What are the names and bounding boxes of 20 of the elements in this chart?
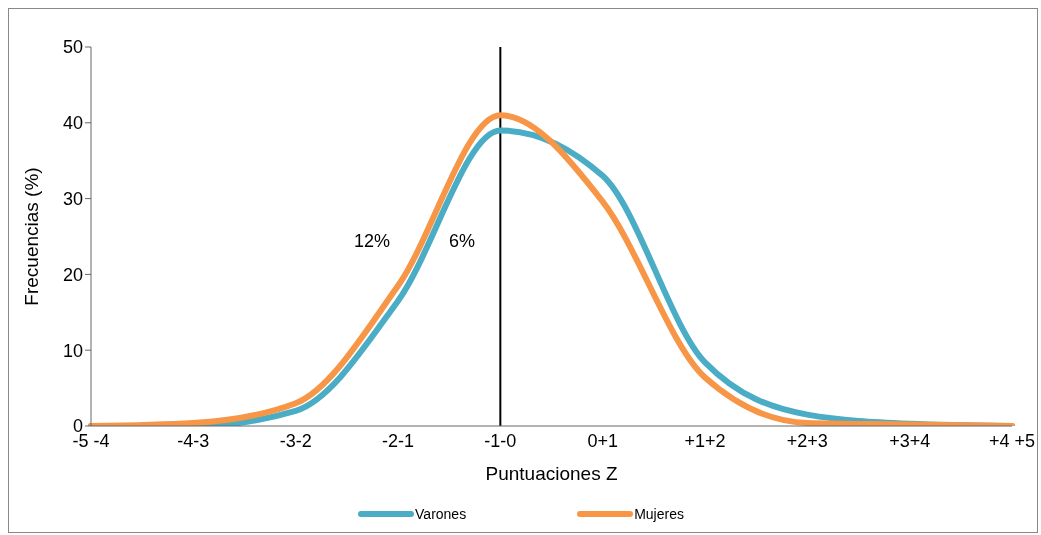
y-tick-label: 30 xyxy=(62,188,83,209)
y-tick-label: 20 xyxy=(62,264,83,285)
x-tick-label: +1+2 xyxy=(684,430,726,451)
y-tick-label: 10 xyxy=(62,340,83,361)
x-tick-label: -2-1 xyxy=(381,430,415,451)
y-axis-title: Frecuencias (%) xyxy=(20,167,42,306)
annotation: 6% xyxy=(449,231,476,252)
x-tick-label: -4-3 xyxy=(177,430,210,451)
x-tick-label: +3+4 xyxy=(889,430,931,451)
x-axis-title: Puntuaciones Z xyxy=(485,463,618,484)
x-tick-label: -1-0 xyxy=(484,430,517,451)
y-tick-label: 40 xyxy=(62,113,83,134)
annotation: 12% xyxy=(354,231,391,252)
legend-label: Mujeres xyxy=(634,506,684,522)
x-tick-label: 0+1 xyxy=(587,430,618,451)
x-tick-label: +2+3 xyxy=(786,430,828,451)
legend-label: Varones xyxy=(415,506,467,522)
x-tick-label: +4 +5 xyxy=(988,430,1036,451)
y-tick-label: 50 xyxy=(62,37,83,58)
x-tick-label: -3-2 xyxy=(279,430,312,451)
